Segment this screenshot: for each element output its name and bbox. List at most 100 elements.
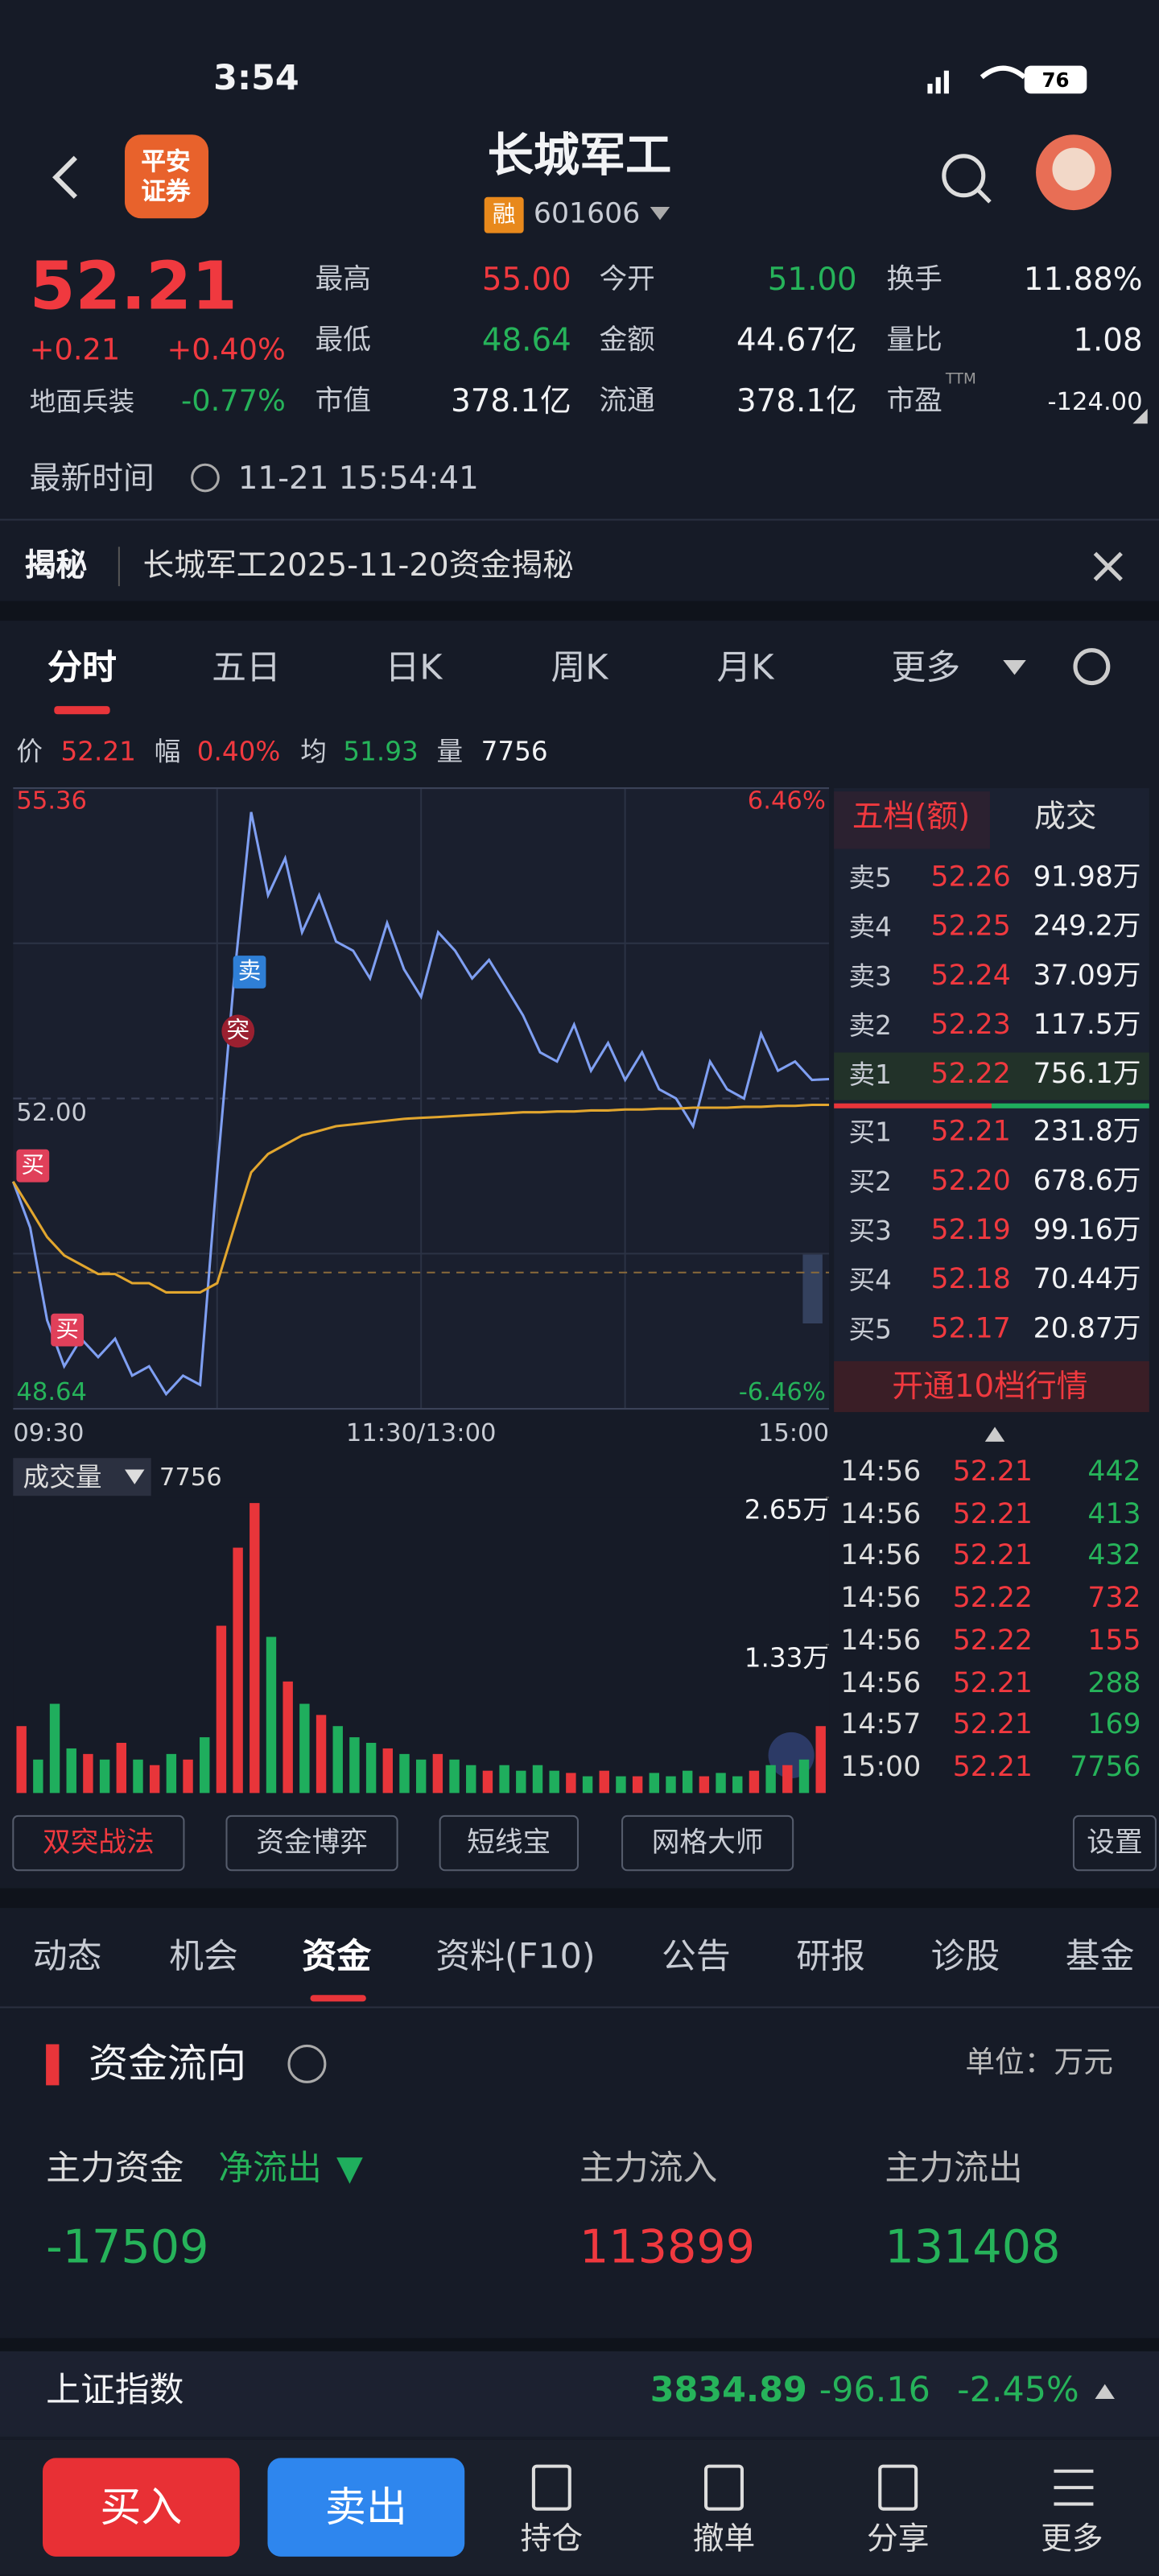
- volume-last: 7756: [159, 1462, 222, 1492]
- volume-bar: [382, 1748, 394, 1794]
- trade-volume: 288: [1087, 1666, 1141, 1700]
- book-tab[interactable]: 五档(额): [852, 799, 971, 836]
- y2-tick-label: 6.46%: [747, 785, 826, 815]
- battery: 76: [1041, 68, 1070, 93]
- info-label: 量: [436, 735, 464, 767]
- volume-bar: [782, 1765, 793, 1794]
- volume-bar: [349, 1737, 360, 1794]
- stat-label: 最低: [315, 324, 371, 357]
- volume-bar: [283, 1681, 293, 1794]
- section-tab[interactable]: 资金: [302, 1936, 371, 1976]
- trade-price: 52.22: [952, 1624, 1033, 1657]
- volume-bar: [682, 1770, 693, 1794]
- index-change-pct: -2.45%: [957, 2370, 1079, 2410]
- section-tab[interactable]: 动态: [32, 1936, 102, 1976]
- level-price: 52.21: [930, 1115, 1011, 1149]
- volume-tick-label: 1.33万: [744, 1641, 830, 1673]
- chart-tab[interactable]: 更多: [891, 647, 961, 687]
- section-tab[interactable]: 公告: [661, 1936, 731, 1976]
- tool-button[interactable]: 双突战法: [43, 1827, 155, 1860]
- trade-time: 14:56: [840, 1666, 922, 1700]
- stat-value: -124.00: [1047, 386, 1143, 417]
- avg-price-line: [12, 1103, 830, 1294]
- fund-value: -17509: [46, 2219, 209, 2274]
- section-tab[interactable]: 机会: [169, 1936, 238, 1976]
- nav-item[interactable]: 撤单: [692, 2520, 756, 2557]
- volume-bar: [582, 1776, 593, 1794]
- sector: 地面兵装: [29, 386, 135, 418]
- volume-bar: [649, 1773, 660, 1794]
- stat-value: 378.1亿: [736, 383, 857, 420]
- y-tick-label: 48.64: [16, 1377, 88, 1407]
- trade-price: 52.21: [952, 1497, 1033, 1531]
- section-tab[interactable]: 研报: [796, 1936, 865, 1976]
- trade-volume: 7756: [1070, 1751, 1141, 1784]
- change: +0.21: [29, 333, 121, 368]
- tool-button[interactable]: 网格大师: [651, 1827, 764, 1860]
- trade-price: 52.21: [952, 1708, 1033, 1742]
- level-amount: 20.87万: [1033, 1312, 1141, 1346]
- level-label: 卖4: [848, 911, 892, 943]
- unit: 单位：万元: [965, 2046, 1113, 2081]
- chart-tab[interactable]: 五日: [212, 647, 281, 687]
- section-tab[interactable]: 基金: [1065, 1936, 1135, 1976]
- book-tab[interactable]: 成交: [1033, 799, 1097, 836]
- volume-bar: [666, 1776, 676, 1794]
- stat-value: 44.67亿: [736, 322, 857, 359]
- x-tick-label: 09:30: [13, 1418, 85, 1447]
- stat-label: 最高: [315, 263, 371, 297]
- chart-tab[interactable]: 日K: [385, 647, 443, 687]
- nav-item[interactable]: 更多: [1041, 2520, 1103, 2557]
- info-value: 0.40%: [196, 735, 281, 767]
- volume-bar: [765, 1765, 776, 1794]
- chart-tab[interactable]: 周K: [551, 647, 608, 687]
- sector-pct: -0.77%: [181, 384, 286, 419]
- trade-price: 52.21: [952, 1751, 1033, 1784]
- section-tab[interactable]: 资料(F10): [435, 1936, 596, 1976]
- volume-bar: [482, 1770, 493, 1794]
- tool-button[interactable]: 资金博弈: [256, 1827, 368, 1860]
- volume-bar: [432, 1753, 443, 1794]
- banner-text[interactable]: 长城军工2025-11-20资金揭秘: [142, 547, 574, 584]
- sell-button[interactable]: 卖出: [324, 2483, 407, 2532]
- volume-bar: [798, 1759, 810, 1794]
- level-amount: 678.6万: [1033, 1165, 1141, 1198]
- volume-bar: [200, 1737, 210, 1794]
- trade-time: 14:56: [840, 1497, 922, 1531]
- info-value: 52.21: [60, 735, 136, 767]
- trade-time: 14:56: [840, 1582, 922, 1616]
- level-amount: 756.1万: [1033, 1058, 1141, 1092]
- nav-item[interactable]: 分享: [866, 2520, 930, 2557]
- level-price: 52.24: [930, 960, 1011, 993]
- level-amount: 91.98万: [1033, 861, 1141, 894]
- section-title: 资金流向: [89, 2041, 246, 2087]
- stat-value: 55.00: [481, 262, 571, 299]
- volume-bar: [415, 1759, 427, 1794]
- volume-bar: [149, 1765, 160, 1794]
- trade-time: 14:57: [840, 1708, 922, 1742]
- chart-tab[interactable]: 分时: [47, 647, 117, 687]
- volume-bar: [466, 1765, 476, 1794]
- volume-bar: [99, 1759, 110, 1794]
- stat-value: 11.88%: [1023, 262, 1143, 299]
- trade-volume: 155: [1087, 1624, 1141, 1657]
- chart-tab[interactable]: 月K: [716, 647, 774, 687]
- trade-marker: 突: [221, 1014, 255, 1048]
- tool-button[interactable]: 短线宝: [467, 1827, 551, 1860]
- x-tick-label: 11:30/13:00: [345, 1418, 497, 1447]
- upgrade-button[interactable]: 开通10档行情: [892, 1368, 1088, 1405]
- trade-time: 14:56: [840, 1540, 922, 1573]
- volume-bar: [332, 1726, 343, 1794]
- tool-button[interactable]: 设置: [1087, 1827, 1143, 1860]
- stock-name: 长城军工: [487, 128, 672, 183]
- y2-tick-label: -6.46%: [738, 1377, 826, 1407]
- level-amount: 249.2万: [1033, 910, 1141, 943]
- level-price: 52.23: [930, 1009, 1011, 1042]
- stat-label: 流通: [599, 385, 655, 419]
- section-tab[interactable]: 诊股: [930, 1936, 1000, 1976]
- level-price: 52.17: [930, 1312, 1011, 1346]
- trade-price: 52.21: [952, 1666, 1033, 1700]
- buy-button[interactable]: 买入: [100, 2483, 183, 2532]
- nav-item[interactable]: 持仓: [520, 2520, 584, 2557]
